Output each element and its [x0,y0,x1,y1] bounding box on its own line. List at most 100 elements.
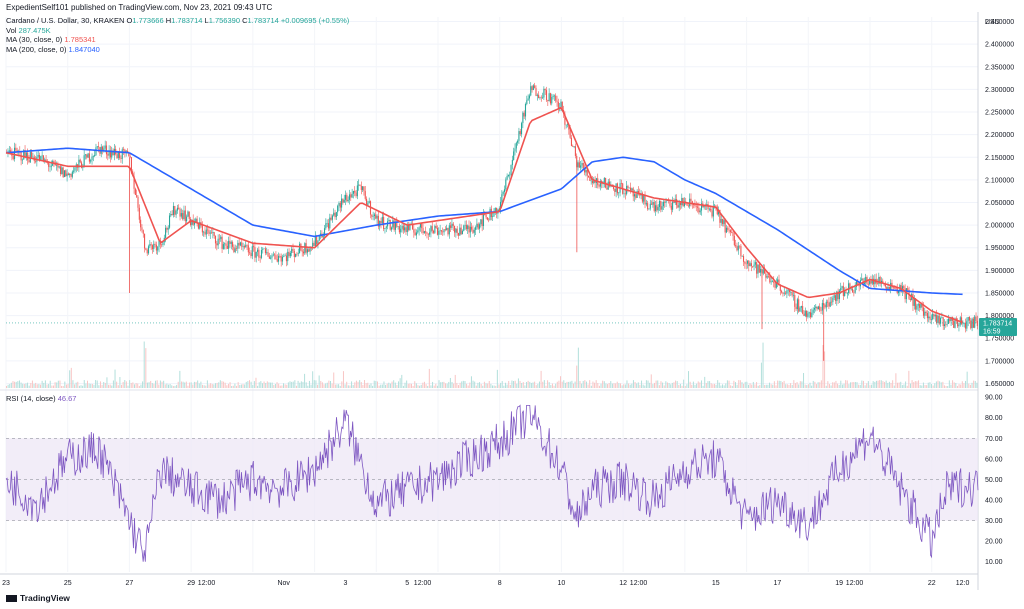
candle-body [955,318,957,321]
volume-bar [104,382,106,388]
candle-body [140,219,142,228]
candle-body [840,288,842,291]
volume-bar [961,381,963,388]
ohlc-low-label: L [204,16,209,25]
candle-body [274,254,276,256]
candle-body [256,249,259,252]
volume-bar [858,384,860,388]
candle-body [288,251,290,257]
candle-body [669,200,671,206]
candle-body [782,292,784,294]
volume-bar [477,382,479,388]
volume-bar [317,384,319,388]
candle-body [461,230,463,235]
candle-body [40,156,42,161]
volume-bar [681,385,683,388]
candle-body [761,269,763,274]
candle-body [585,170,587,173]
candle-body [212,232,214,233]
ma200-row[interactable]: MA (200, close, 0) 1.847040 [6,45,349,55]
volume-bar [932,385,934,388]
candle-body [564,113,566,125]
candle-body [499,201,502,209]
candle-body [246,245,248,246]
candle-body [58,166,60,168]
volume-bar [675,380,677,388]
volume-bar [490,383,492,388]
volume-bar [174,385,176,388]
volume-bar [240,384,242,388]
ma30-row[interactable]: MA (30, close, 0) 1.785341 [6,35,349,45]
volume-bar [697,381,699,388]
candle-body [523,112,525,117]
volume-bar [543,380,545,388]
candle-body [359,184,361,186]
candle-body [254,247,256,258]
volume-row[interactable]: Vol 287.475K [6,26,349,36]
volume-bar [72,380,74,388]
candle-body [226,245,228,249]
volume-bar [198,383,200,388]
candle-body [519,131,521,135]
volume-bar [352,385,354,388]
candle-body [196,218,198,224]
candle-body [624,193,626,195]
volume-bar [46,384,48,388]
volume-bar [730,385,732,388]
candle-body [781,290,783,293]
candle-body [545,90,548,101]
volume-bar [52,385,54,388]
candle-body [350,194,352,198]
volume-bar [153,383,155,388]
price-tick-label: 1.850000 [985,290,1014,297]
candle-body [494,207,496,212]
volume-bar [595,380,597,388]
candle-body [603,177,605,184]
volume-bar [830,385,832,388]
candle-body [482,212,485,227]
candle-body [493,211,495,217]
volume-bar [449,377,451,388]
price-tick-label: 2.000000 [985,223,1014,230]
volume-bar [747,384,749,388]
candle-body [953,320,955,328]
candle-body [620,183,622,184]
volume-bar [258,382,260,388]
candle-body [45,159,47,162]
candle-body [509,174,511,176]
volume-bar [111,385,113,388]
candle-body [528,95,530,99]
ma200-label: MA (200, close, 0) [6,44,67,54]
volume-bar [628,383,630,388]
candle-body [723,220,725,224]
candle-body [259,257,261,259]
volume-bar [70,367,72,388]
candle-body [570,137,573,146]
rsi-legend[interactable]: RSI (14, close) 46.67 [6,394,76,403]
volume-bar [295,385,297,388]
candle-body [555,95,557,101]
candle-body [188,211,190,219]
candle-body [130,157,132,174]
tradingview-logo[interactable]: TradingView [6,593,70,603]
volume-bar [574,381,576,388]
volume-bar [532,382,534,388]
candle-body [456,228,458,234]
volume-bar [193,381,195,388]
volume-bar [250,381,252,388]
candle-body [683,201,685,206]
candle-body [581,162,583,166]
candle-body [347,199,349,202]
volume-bar [417,385,419,388]
symbol-title[interactable]: Cardano / U.S. Dollar, 30, KRAKEN [6,16,125,25]
volume-bar [757,385,759,388]
candle-body [323,228,326,236]
volume-bar [415,383,417,388]
candle-body [91,156,93,160]
candle-body [920,303,922,308]
candle-body [760,269,762,273]
volume-bar [305,382,307,388]
candle-body [561,101,563,110]
volume-bar [182,381,184,388]
